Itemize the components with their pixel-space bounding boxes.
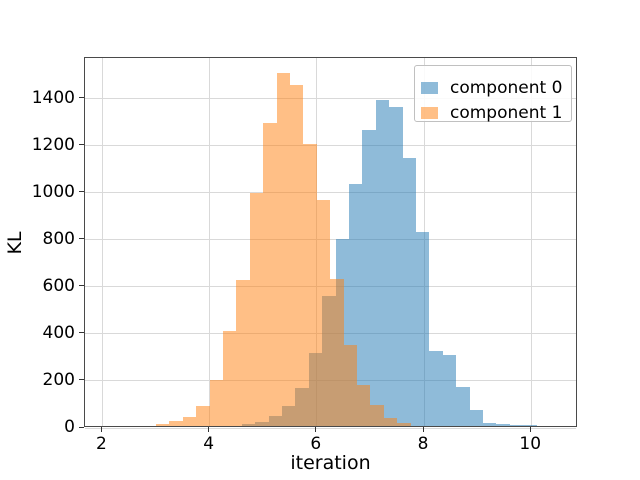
hist-bar-component-1	[397, 423, 411, 426]
x-gridline	[209, 58, 211, 426]
x-tick	[529, 427, 531, 432]
hist-bar-component-1	[156, 424, 170, 426]
y-tick	[79, 238, 84, 240]
x-tick-label: 4	[203, 434, 215, 454]
y-tick-label: 1200	[31, 134, 75, 155]
hist-bar-component-0	[402, 157, 416, 426]
histogram-bars-layer	[85, 58, 576, 426]
hist-bar-component-0	[389, 107, 403, 426]
y-tick	[79, 285, 84, 287]
legend: component 0 component 1	[414, 65, 572, 125]
x-gridline	[101, 58, 103, 426]
hist-bar-component-0	[523, 425, 537, 426]
y-gridline	[85, 145, 576, 147]
y-tick-label: 1400	[31, 87, 75, 108]
hist-bar-component-1	[169, 420, 183, 426]
hist-bar-component-1	[343, 344, 358, 426]
hist-bar-component-1	[303, 143, 317, 426]
x-tick-label: 8	[417, 434, 429, 454]
hist-bar-component-1	[196, 406, 210, 426]
x-tick	[100, 427, 102, 432]
y-tick	[79, 426, 84, 428]
hist-bar-component-0	[442, 355, 457, 426]
y-gridline	[85, 192, 576, 194]
y-tick-label: 1000	[31, 181, 75, 202]
legend-label-component-0: component 0	[450, 77, 563, 98]
y-tick-label: 800	[42, 228, 75, 249]
hist-bar-component-1	[316, 200, 331, 426]
legend-label-component-1: component 1	[450, 102, 563, 123]
hist-bar-component-1	[249, 193, 264, 426]
y-tick-label: 600	[42, 275, 75, 296]
plot-area: component 0 component 1	[84, 57, 577, 429]
hist-bar-component-0	[469, 410, 483, 426]
hist-bar-component-1	[182, 416, 197, 426]
hist-bar-component-0	[375, 100, 390, 426]
x-tick	[315, 427, 317, 432]
hist-bar-component-1	[223, 330, 237, 426]
hist-bar-component-0	[362, 129, 376, 426]
y-tick	[79, 144, 84, 146]
hist-bar-component-1	[330, 279, 344, 426]
hist-bar-component-0	[509, 425, 524, 426]
x-tick-label: 10	[519, 434, 542, 454]
hist-bar-component-1	[276, 73, 291, 426]
y-tick	[79, 191, 84, 193]
y-tick	[79, 97, 84, 99]
y-tick-label: 400	[42, 322, 75, 343]
hist-bar-component-1	[290, 84, 304, 426]
hist-bar-component-0	[496, 424, 510, 426]
y-tick	[79, 332, 84, 334]
hist-bar-component-0	[456, 387, 470, 426]
y-tick-label: 0	[64, 417, 75, 437]
y-tick-label: 200	[42, 369, 75, 390]
hist-bar-component-1	[383, 417, 398, 426]
hist-bar-component-1	[370, 404, 384, 426]
hist-bar-component-1	[209, 380, 224, 426]
legend-swatch-component-0	[421, 81, 438, 94]
x-tick-label: 2	[95, 434, 107, 454]
y-gridline	[85, 427, 576, 429]
y-gridline	[85, 98, 576, 100]
y-tick	[79, 379, 84, 381]
hist-bar-component-1	[263, 122, 277, 426]
series-layer-component-1	[85, 58, 576, 426]
x-axis-label: iteration	[290, 452, 371, 474]
legend-swatch-component-1	[421, 106, 438, 119]
x-tick	[208, 427, 210, 432]
legend-item-component-0: component 0	[421, 75, 571, 100]
hist-bar-component-0	[416, 231, 430, 426]
hist-bar-component-1	[236, 280, 250, 426]
x-gridline	[530, 58, 532, 426]
hist-bar-component-0	[429, 350, 443, 426]
hist-bar-component-0	[483, 422, 497, 426]
hist-bar-component-1	[357, 384, 371, 426]
y-gridline	[85, 239, 576, 241]
legend-item-component-1: component 1	[421, 100, 571, 125]
y-axis-label: KL	[4, 231, 26, 255]
x-tick	[422, 427, 424, 432]
x-tick-label: 6	[310, 434, 322, 454]
